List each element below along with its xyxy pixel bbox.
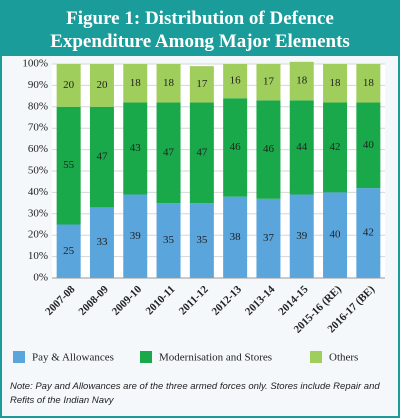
- y-tick-label: 90%: [28, 79, 48, 91]
- bar-segment: [356, 64, 381, 103]
- y-tick-label: 40%: [28, 186, 48, 198]
- bar-segment: [256, 198, 281, 278]
- y-tick-label: 60%: [28, 143, 48, 155]
- data-label: 25: [63, 245, 75, 257]
- data-label: 44: [296, 141, 308, 153]
- bar-segment: [289, 61, 314, 101]
- legend-label: Pay & Allowances: [32, 352, 114, 364]
- x-tick-label: 2007-08: [43, 283, 78, 318]
- bar-segment: [256, 100, 281, 199]
- y-tick-label: 20%: [28, 229, 48, 241]
- data-label: 17: [196, 78, 208, 90]
- bar-segment: [123, 102, 148, 195]
- bar-segment: [323, 64, 348, 103]
- data-label: 46: [230, 141, 242, 153]
- data-label: 35: [163, 234, 175, 246]
- data-label: 18: [330, 77, 342, 89]
- bar-segment: [156, 203, 181, 278]
- y-tick-label: 100%: [22, 58, 48, 70]
- bar-segment: [89, 207, 114, 278]
- data-label: 18: [363, 77, 375, 89]
- data-label: 42: [330, 141, 341, 153]
- legend-swatch: [140, 351, 152, 363]
- data-label: 47: [196, 146, 208, 158]
- bar-segment: [356, 102, 381, 189]
- bar-segment: [223, 98, 248, 197]
- data-label: 39: [296, 230, 308, 242]
- data-label: 35: [196, 234, 208, 246]
- bar-segment: [323, 102, 348, 193]
- legend-swatch: [310, 351, 322, 363]
- data-label: 42: [363, 227, 374, 239]
- y-tick-label: 70%: [28, 122, 48, 134]
- note: Note: Pay and Allowances are of the thre…: [10, 381, 380, 406]
- y-tick-label: 0%: [33, 272, 48, 284]
- bar-segment: [123, 194, 148, 278]
- data-label: 18: [130, 77, 142, 89]
- data-label: 38: [230, 231, 242, 243]
- x-tick-label: 2009-10: [110, 283, 145, 318]
- y-tick-label: 30%: [28, 207, 48, 219]
- data-label: 20: [63, 79, 75, 91]
- data-label: 40: [330, 229, 342, 241]
- y-tick-label: 10%: [28, 250, 48, 262]
- data-label: 18: [163, 77, 175, 89]
- data-label: 46: [263, 143, 275, 155]
- bar-segment: [356, 188, 381, 278]
- chart-title: Figure 1: Distribution of Defence Expend…: [2, 2, 398, 56]
- bar-segment: [89, 106, 114, 208]
- bar-segment: [289, 100, 314, 195]
- data-label: 40: [363, 139, 375, 151]
- bar-segment: [156, 64, 181, 103]
- legend-label: Modernisation and Stores: [159, 352, 272, 364]
- x-tick-label: 2012-13: [210, 283, 245, 318]
- data-label: 39: [130, 230, 142, 242]
- bar-segment: [123, 64, 148, 103]
- data-label: 55: [63, 159, 75, 171]
- bar-segment: [223, 196, 248, 278]
- x-tick-label: 2008-09: [76, 283, 111, 318]
- bar-segment: [323, 192, 348, 278]
- y-tick-label: 80%: [28, 100, 48, 112]
- data-label: 43: [130, 142, 142, 154]
- data-label: 17: [263, 76, 275, 88]
- bar-segment: [89, 64, 114, 107]
- data-label: 16: [230, 75, 242, 87]
- x-tick-label: 2010-11: [143, 283, 177, 317]
- bar-segment: [156, 102, 181, 204]
- bar-segment: [223, 64, 248, 99]
- data-label: 18: [296, 75, 308, 87]
- legend-label: Others: [329, 352, 358, 364]
- bar-segment: [189, 102, 214, 204]
- bar-segment: [56, 106, 81, 225]
- bar-segment: [189, 203, 214, 278]
- data-label: 47: [96, 151, 108, 163]
- y-tick-label: 50%: [28, 165, 48, 177]
- data-label: 20: [96, 79, 108, 91]
- x-tick-label: 2013-14: [243, 283, 278, 318]
- data-label: 47: [163, 146, 175, 158]
- x-tick-label: 2011-12: [177, 283, 211, 317]
- data-label: 37: [263, 232, 275, 244]
- bar-segment: [189, 66, 214, 103]
- bar-segment: [56, 224, 81, 278]
- bar-segment: [289, 194, 314, 278]
- bar-segment: [256, 64, 281, 101]
- bar-segment: [56, 64, 81, 107]
- data-label: 33: [96, 236, 108, 248]
- legend-swatch: [13, 351, 25, 363]
